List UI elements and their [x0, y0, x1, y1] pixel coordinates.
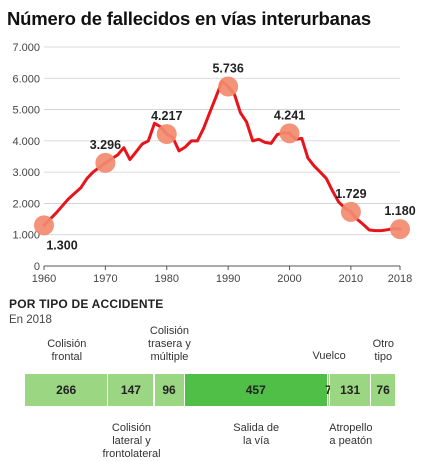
bar-segment: 131 [330, 374, 372, 406]
y-axis-ticks: 7.000 6.000 5.000 4.000 3.000 2.000 1.000 0 [12, 42, 40, 273]
x-tick-label: 1970 [93, 273, 117, 285]
y-tick-label: 0 [34, 261, 40, 273]
data-point-marker [390, 219, 410, 240]
data-point-label: 4.241 [274, 108, 305, 122]
data-point-label: 1.300 [46, 238, 77, 252]
y-tick-label: 6.000 [12, 73, 40, 85]
x-tick-label: 1980 [155, 273, 179, 285]
data-point-marker [156, 124, 177, 145]
x-axis-ticks: 1960 1970 1980 1990 2000 2010 2018 [32, 273, 412, 285]
y-tick-label: 2.000 [12, 198, 40, 210]
x-tick-label: 2018 [388, 273, 412, 285]
bar-segment: 147 [108, 374, 155, 406]
data-point-marker [218, 76, 239, 97]
data-point-marker [340, 201, 361, 222]
line-chart: 7.000 6.000 5.000 4.000 3.000 2.000 1.000 0 196… [12, 42, 415, 285]
section-subtitle: En 2018 [9, 314, 52, 326]
data-point-label: 4.217 [151, 109, 182, 123]
chart-title: Número de fallecidos en vías interurbana… [7, 8, 371, 29]
y-tick-label: 3.000 [12, 167, 40, 179]
bar-segment-label: Salida de la vía [233, 422, 280, 447]
bar-segment-label: Colisión lateral y frontolateral [102, 422, 161, 460]
data-point-marker [34, 215, 54, 236]
x-tick-label: 1990 [216, 273, 240, 285]
bar-segment: 7 [325, 374, 332, 406]
x-tick-label: 1960 [32, 273, 56, 285]
data-point-marker [95, 152, 116, 173]
bar-segment-label: Otro tipo [372, 338, 394, 363]
x-tick-label: 2010 [339, 273, 363, 285]
data-point-label: 5.736 [212, 62, 243, 76]
data-point-marker [279, 123, 300, 144]
bar-segment: 76 [371, 374, 395, 406]
x-tick-label: 2000 [277, 273, 301, 285]
bar-segment: 266 [25, 374, 109, 406]
y-tick-label: 4.000 [12, 136, 40, 148]
data-point-label: 1.180 [384, 204, 415, 218]
bar-segment: 457 [184, 374, 328, 406]
y-tick-label: 5.000 [12, 105, 40, 117]
grid-lines [43, 46, 401, 270]
point-annotations: 1.300 3.296 4.217 5.736 4.241 1.729 1.180 [46, 62, 415, 253]
bar-segment-label: Colisión trasera y múltiple [148, 325, 191, 363]
point-markers [34, 76, 410, 240]
y-tick-label: 1.000 [12, 230, 40, 242]
bar-segment-label: Atropello a peatón [329, 422, 373, 447]
bar-segment-label: Colisión frontal [47, 338, 87, 363]
section-title: POR TIPO DE ACCIDENTE [9, 297, 164, 311]
y-tick-label: 7.000 [12, 42, 40, 54]
bar-segment-label: Vuelco [312, 350, 346, 362]
bar-segment: 96 [154, 374, 185, 406]
data-point-label: 1.729 [335, 187, 366, 201]
data-point-label: 3.296 [90, 138, 121, 152]
